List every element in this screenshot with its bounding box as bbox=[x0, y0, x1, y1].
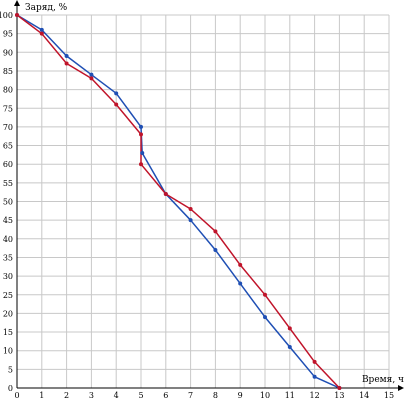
series-2-point bbox=[213, 229, 218, 234]
series-2-point bbox=[89, 76, 94, 81]
series-1-point bbox=[64, 54, 69, 59]
x-tick-label: 8 bbox=[213, 391, 218, 400]
series-2-point bbox=[139, 132, 143, 137]
y-tick-label: 70 bbox=[3, 123, 13, 132]
y-tick-label: 45 bbox=[3, 216, 13, 225]
series-1-point bbox=[263, 315, 267, 320]
x-tick-label: 2 bbox=[64, 391, 69, 400]
series-1-point bbox=[238, 281, 243, 286]
x-tick-label: 14 bbox=[359, 391, 369, 400]
series-1-point bbox=[287, 344, 292, 349]
series-2-point bbox=[312, 359, 317, 364]
x-tick-label: 7 bbox=[188, 391, 193, 400]
x-tick-label: 13 bbox=[334, 391, 344, 400]
grid bbox=[17, 14, 390, 388]
y-tick-label: 40 bbox=[3, 235, 13, 244]
y-tick-label: 55 bbox=[3, 179, 13, 188]
series-2-point bbox=[238, 262, 243, 267]
x-tick-label: 4 bbox=[114, 391, 119, 400]
y-tick-label: 65 bbox=[3, 142, 13, 151]
series-group bbox=[15, 13, 342, 390]
x-tick-label: 5 bbox=[138, 391, 143, 400]
y-tick-labels: 0 5 10 15 20 25 30 35 40 45 50 55 60 65 70 75 80 85 90 95 10… bbox=[0, 11, 13, 393]
series-1-point bbox=[39, 27, 44, 32]
series-2-point bbox=[263, 292, 267, 297]
series-1-point bbox=[139, 124, 143, 129]
y-tick-label: 20 bbox=[3, 309, 13, 318]
x-tick-label: 12 bbox=[310, 391, 320, 400]
y-tick-label: 0 bbox=[8, 384, 13, 393]
y-tick-label: 80 bbox=[3, 86, 13, 95]
series-2-point bbox=[139, 162, 143, 167]
x-axis-title: Время, ч bbox=[362, 375, 404, 385]
series-1-point bbox=[114, 91, 119, 96]
y-tick-label: 75 bbox=[3, 104, 13, 113]
y-tick-label: 50 bbox=[3, 198, 13, 207]
series-2-point bbox=[337, 386, 342, 390]
y-tick-label: 5 bbox=[8, 365, 13, 374]
x-tick-label: 15 bbox=[384, 391, 394, 400]
x-tick-label: 3 bbox=[89, 391, 94, 400]
x-axis-arrow bbox=[398, 385, 404, 391]
y-tick-label: 100 bbox=[0, 11, 13, 20]
x-tick-label: 1 bbox=[39, 391, 44, 400]
series-2-point bbox=[287, 326, 292, 331]
y-tick-label: 30 bbox=[3, 272, 13, 281]
y-tick-label: 60 bbox=[3, 160, 13, 169]
axes bbox=[14, 0, 404, 391]
series-2-point bbox=[163, 192, 168, 197]
y-axis-title: Заряд, % bbox=[25, 3, 68, 13]
x-tick-labels: 0 1 2 3 4 5 6 7 8 9 10 11 12 13 14 15 bbox=[14, 391, 394, 400]
y-tick-label: 95 bbox=[3, 30, 13, 39]
x-tick-label: 0 bbox=[14, 391, 19, 400]
x-tick-label: 11 bbox=[285, 391, 295, 400]
series-2-point bbox=[64, 61, 69, 66]
series-1-point bbox=[213, 247, 218, 252]
y-tick-label: 90 bbox=[3, 48, 13, 57]
x-tick-label: 10 bbox=[260, 391, 270, 400]
series-2-point bbox=[188, 206, 193, 211]
y-tick-label: 85 bbox=[3, 67, 13, 76]
series-1-point bbox=[89, 72, 94, 77]
series-2-point bbox=[15, 13, 19, 17]
x-tick-label: 6 bbox=[163, 391, 168, 400]
series-2-point bbox=[39, 31, 44, 36]
series-1-point bbox=[312, 374, 317, 379]
series-1-point bbox=[188, 218, 193, 223]
y-tick-label: 25 bbox=[3, 291, 13, 300]
x-tick-label: 9 bbox=[238, 391, 243, 400]
y-tick-label: 15 bbox=[3, 328, 13, 337]
series-2-point bbox=[114, 102, 119, 107]
y-axis-arrow bbox=[14, 0, 20, 6]
y-tick-label: 10 bbox=[3, 347, 13, 356]
series-1-point bbox=[140, 151, 145, 156]
y-tick-label: 35 bbox=[3, 253, 13, 262]
